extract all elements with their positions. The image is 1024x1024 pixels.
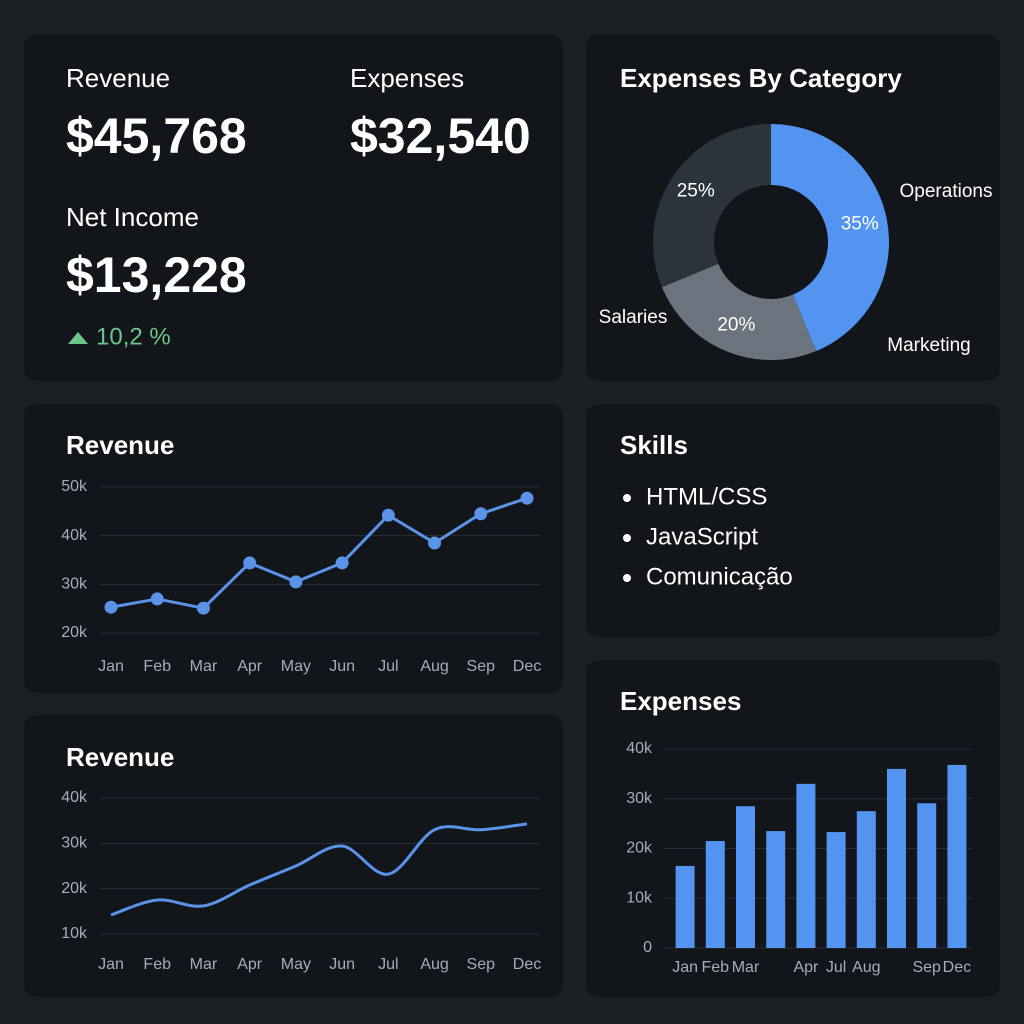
- y-tick-label: 50k: [61, 478, 88, 495]
- y-tick-label: 30k: [61, 835, 88, 852]
- marker: [243, 556, 257, 570]
- smooth-line-panel: [24, 715, 563, 997]
- line: [110, 822, 528, 917]
- y-tick-label: 20k: [61, 624, 88, 641]
- y-tick-label: 40k: [61, 789, 88, 806]
- panel-title: Expenses: [620, 686, 741, 716]
- bar: [856, 811, 876, 948]
- y-tick-label: 20k: [626, 840, 653, 857]
- line: [110, 496, 528, 610]
- x-tick-label: Mar: [190, 658, 218, 675]
- value-label: 25%: [677, 181, 715, 202]
- kpi-label: Revenue: [66, 63, 170, 93]
- x-tick-label: May: [281, 956, 311, 973]
- x-tick-label: Sep: [467, 956, 496, 973]
- x-tick-label: Dec: [943, 959, 971, 976]
- marker: [335, 556, 349, 570]
- skill-item: HTML/CSS: [646, 483, 767, 510]
- kpi-value: $32,540: [350, 108, 531, 164]
- x-tick-label: Jul: [378, 658, 398, 675]
- x-tick-label: Apr: [237, 956, 263, 973]
- x-tick-label: Jun: [329, 956, 355, 973]
- up-arrow: [68, 332, 88, 344]
- donut-segment: [661, 263, 817, 360]
- bullet: [623, 494, 631, 502]
- x-tick-label: Sep: [912, 959, 941, 976]
- kpi-panel: [24, 34, 563, 381]
- marker: [289, 575, 303, 589]
- kpi-label: Expenses: [350, 63, 464, 93]
- marker: [150, 592, 164, 606]
- category-label: Marketing: [887, 335, 970, 356]
- panel-title: Revenue: [66, 430, 174, 460]
- marker: [104, 600, 118, 614]
- x-tick-label: Jan: [98, 658, 124, 675]
- bar: [947, 764, 967, 948]
- x-tick-label: Jul: [378, 956, 398, 973]
- x-tick-label: Dec: [513, 658, 541, 675]
- bar: [736, 806, 755, 948]
- value-label: 20%: [717, 315, 755, 336]
- y-tick-label: 0: [643, 939, 652, 956]
- y-tick-label: 20k: [61, 880, 88, 897]
- kpi-change: 10,2 %: [96, 323, 171, 350]
- skill-item: JavaScript: [646, 523, 758, 550]
- y-tick-label: 10k: [626, 889, 653, 906]
- kpi-value: $13,228: [66, 247, 247, 303]
- bar: [675, 865, 695, 948]
- x-tick-label: Feb: [143, 956, 171, 973]
- y-tick-label: 40k: [61, 527, 88, 544]
- donut-segment: [653, 124, 771, 288]
- bar: [917, 803, 937, 948]
- kpi-label: Net Income: [66, 202, 199, 232]
- x-tick-label: Mar: [190, 956, 218, 973]
- x-tick-label: Jan: [98, 956, 124, 973]
- x-tick-label: Aug: [852, 959, 880, 976]
- x-tick-label: Apr: [793, 959, 819, 976]
- x-tick-label: Feb: [702, 959, 730, 976]
- bar: [705, 841, 725, 948]
- panel-title: Expenses By Category: [620, 63, 902, 93]
- x-tick-label: Aug: [420, 956, 448, 973]
- marker: [381, 508, 395, 522]
- x-tick-label: Sep: [467, 658, 496, 675]
- x-tick-label: Jun: [329, 658, 355, 675]
- bullet: [623, 574, 631, 582]
- bullet: [623, 534, 631, 542]
- marker: [196, 601, 210, 615]
- skills-panel: [586, 404, 1000, 637]
- y-tick-label: 40k: [626, 740, 653, 757]
- line-panel: [24, 404, 563, 693]
- marker: [428, 536, 442, 550]
- marker: [474, 507, 488, 521]
- bar: [887, 768, 906, 948]
- y-tick-label: 10k: [61, 925, 88, 942]
- x-tick-label: Feb: [143, 658, 171, 675]
- kpi-value: $45,768: [66, 108, 247, 164]
- marker: [520, 491, 534, 505]
- category-label: Salaries: [599, 307, 668, 328]
- x-tick-label: Dec: [513, 956, 541, 973]
- donut-segment: [771, 124, 889, 352]
- x-tick-label: Mar: [732, 959, 760, 976]
- x-tick-label: Jan: [672, 959, 698, 976]
- y-tick-label: 30k: [626, 790, 653, 807]
- bar: [826, 832, 846, 948]
- x-tick-label: Jul: [826, 959, 846, 976]
- value-label: 35%: [841, 213, 879, 234]
- panel-title: Revenue: [66, 742, 174, 772]
- y-tick-label: 30k: [61, 576, 88, 593]
- category-label: Operations: [900, 181, 993, 202]
- x-tick-label: Aug: [420, 658, 448, 675]
- skill-item: Comunicação: [646, 563, 793, 590]
- x-tick-label: May: [281, 658, 311, 675]
- panel-title: Skills: [620, 430, 688, 460]
- bar: [796, 783, 816, 948]
- bar: [766, 831, 786, 948]
- x-tick-label: Apr: [237, 658, 263, 675]
